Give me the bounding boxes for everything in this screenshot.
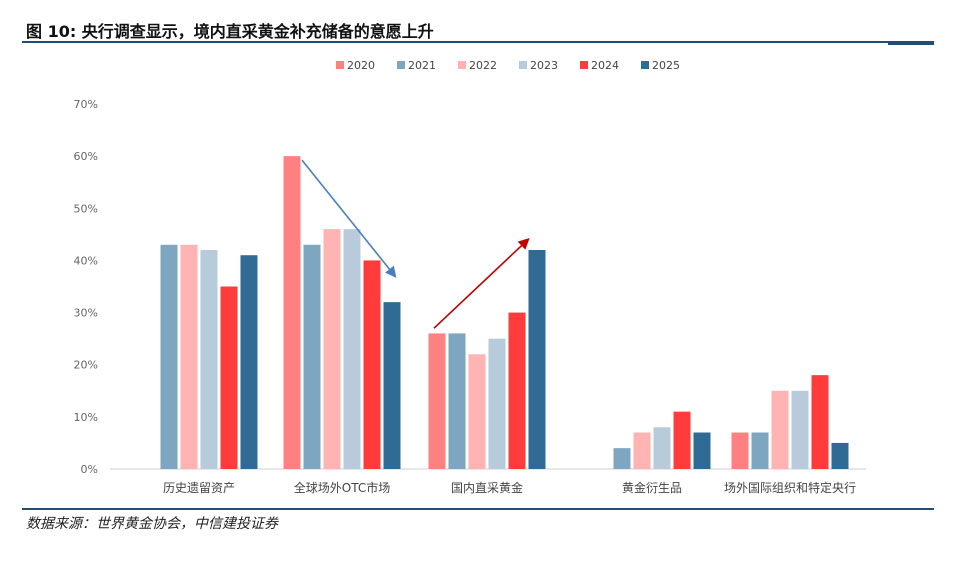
- bar-2020: [283, 156, 301, 469]
- bar-group: [160, 244, 258, 469]
- bar-2025: [831, 442, 849, 469]
- bar-2022: [323, 229, 341, 469]
- legend-swatch: [641, 61, 649, 69]
- bar-2025: [693, 432, 711, 469]
- y-tick-label: 30%: [74, 307, 98, 320]
- bar-group: [283, 156, 401, 469]
- bar-2024: [508, 312, 526, 469]
- bar-2021: [303, 244, 321, 469]
- y-tick-label: 60%: [74, 150, 98, 163]
- x-category-label: 黄金衍生品: [622, 480, 682, 495]
- bar-2020: [731, 432, 749, 469]
- x-category-label: 场外国际组织和特定央行: [724, 480, 856, 495]
- bar-2020: [428, 333, 446, 469]
- footer-divider: [22, 508, 934, 510]
- bar-2021: [613, 448, 631, 469]
- bar-2024: [811, 375, 829, 469]
- y-tick-label: 10%: [74, 411, 98, 424]
- bar-2023: [791, 390, 809, 469]
- y-tick-label: 70%: [74, 98, 98, 111]
- bar-2022: [771, 390, 789, 469]
- bar-group: [613, 411, 711, 469]
- legend-swatch: [336, 61, 344, 69]
- x-category-label: 历史遗留资产: [163, 481, 235, 495]
- bar-2022: [468, 354, 486, 469]
- legend-label: 2023: [530, 59, 558, 72]
- y-tick-label: 20%: [74, 359, 98, 372]
- x-category-label: 全球场外OTC市场: [294, 480, 390, 495]
- legend-label: 2021: [408, 59, 436, 72]
- x-axis: 历史遗留资产 全球场外OTC市场 国内直采黄金 黄金衍生品 场外国际组织和特定央行: [163, 480, 856, 495]
- trend-arrows: [301, 159, 530, 329]
- bar-2025: [383, 302, 401, 469]
- chart-legend: 2020 2021 2022 2023 2024 2025: [336, 59, 680, 72]
- bar-2022: [633, 432, 651, 469]
- legend-label: 2025: [652, 59, 680, 72]
- legend-swatch: [397, 61, 405, 69]
- trend-arrow-down: [301, 159, 397, 278]
- y-tick-label: 0%: [81, 463, 98, 476]
- legend-label: 2024: [591, 59, 619, 72]
- bar-2024: [673, 411, 691, 469]
- figure-title: 图 10: 央行调查显示，境内直采黄金补充储备的意愿上升: [26, 22, 434, 41]
- legend-swatch: [519, 61, 527, 69]
- y-tick-label: 40%: [74, 254, 98, 267]
- bar-2022: [180, 244, 198, 469]
- bar-2021: [448, 333, 466, 469]
- data-source: 数据来源：世界黄金协会，中信建投证券: [26, 516, 278, 532]
- bar-2025: [528, 250, 546, 469]
- bar-2023: [200, 250, 218, 469]
- bar-2021: [751, 432, 769, 469]
- title-divider: [22, 41, 934, 43]
- y-axis: 0% 10% 20% 30% 40% 50% 60% 70%: [74, 98, 98, 476]
- bar-2023: [653, 427, 671, 469]
- title-divider-accent: [888, 43, 934, 45]
- bar-group: [428, 250, 546, 469]
- bar-2023: [343, 229, 361, 469]
- bar-group: [731, 375, 849, 469]
- legend-label: 2020: [347, 59, 375, 72]
- bar-2024: [220, 286, 238, 469]
- legend-label: 2022: [469, 59, 497, 72]
- y-tick-label: 50%: [74, 202, 98, 215]
- bar-2023: [488, 338, 506, 469]
- bar-2025: [240, 255, 258, 469]
- bar-2024: [363, 260, 381, 469]
- bar-2021: [160, 244, 178, 469]
- x-category-label: 国内直采黄金: [451, 480, 523, 495]
- bar-groups: [160, 156, 849, 469]
- legend-swatch: [580, 61, 588, 69]
- trend-arrow-up: [433, 238, 530, 329]
- legend-swatch: [458, 61, 466, 69]
